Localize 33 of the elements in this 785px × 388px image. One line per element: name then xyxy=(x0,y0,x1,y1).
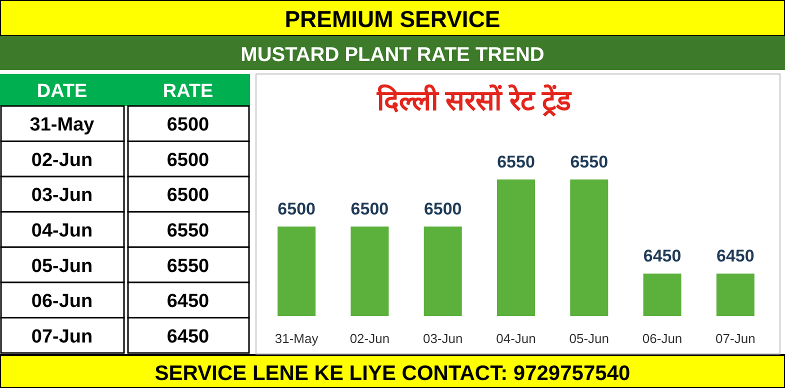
category-label: 05-Jun xyxy=(31,256,93,277)
x-tick-label: 02-Jun xyxy=(350,331,390,346)
data-label: 6450 xyxy=(166,291,210,312)
category-label: 02-Jun xyxy=(31,150,93,171)
data-label: 6550 xyxy=(166,220,210,242)
x-tick-label: 04-Jun xyxy=(496,331,536,346)
data-label: 6500 xyxy=(166,150,210,171)
category-label: 04-Jun xyxy=(31,220,93,242)
x-tick-label: 07-Jun xyxy=(716,331,756,346)
x-tick-label: 31-May xyxy=(274,331,319,346)
data-label: 6550 xyxy=(166,256,210,277)
x-tick-label: 03-Jun xyxy=(422,331,463,346)
category-label: 03-Jun xyxy=(31,185,93,206)
header-banner: PREMIUM SERVICE xyxy=(0,0,785,37)
data-label: 6550 xyxy=(497,152,535,172)
data-label: 6500 xyxy=(424,200,462,219)
x-tick-label: 06-Jun xyxy=(642,331,682,346)
bar-chart: दिल्ली सरसों रेट ट्रेंड 6500 31-May 6500 02-Jun 6500 03-Jun 6550 04-Jun 6550 05-Jun 6450 06-Jun 6450 07-Jun xyxy=(256,74,780,354)
rate-table: DATE RATE 31-May 6500 02-Jun 6500 03-Jun 6500 04-Jun 6550 05-Jun 6550 06-Jun 6450 07-Jun 6450 xyxy=(0,74,250,354)
data-label: 6500 xyxy=(278,200,316,219)
category-label: 31-May xyxy=(30,114,95,136)
x-tick-label: 05-Jun xyxy=(569,331,610,346)
data-label: 6500 xyxy=(350,200,389,219)
data-label: 6500 xyxy=(166,185,210,206)
data-label: 6550 xyxy=(570,152,608,172)
subheader-banner: MUSTARD PLANT RATE TREND xyxy=(0,36,785,70)
category-label: 06-Jun xyxy=(31,291,93,312)
data-label: 6500 xyxy=(166,114,210,136)
chart-title: दिल्ली सरसों रेट ट्रेंड xyxy=(376,84,572,117)
data-label: 6450 xyxy=(166,326,210,348)
footer-banner: SERVICE LENE KE LIYE CONTACT: 9729757540 xyxy=(0,354,785,388)
data-label: 6450 xyxy=(643,246,682,266)
data-label: 6450 xyxy=(716,246,754,266)
